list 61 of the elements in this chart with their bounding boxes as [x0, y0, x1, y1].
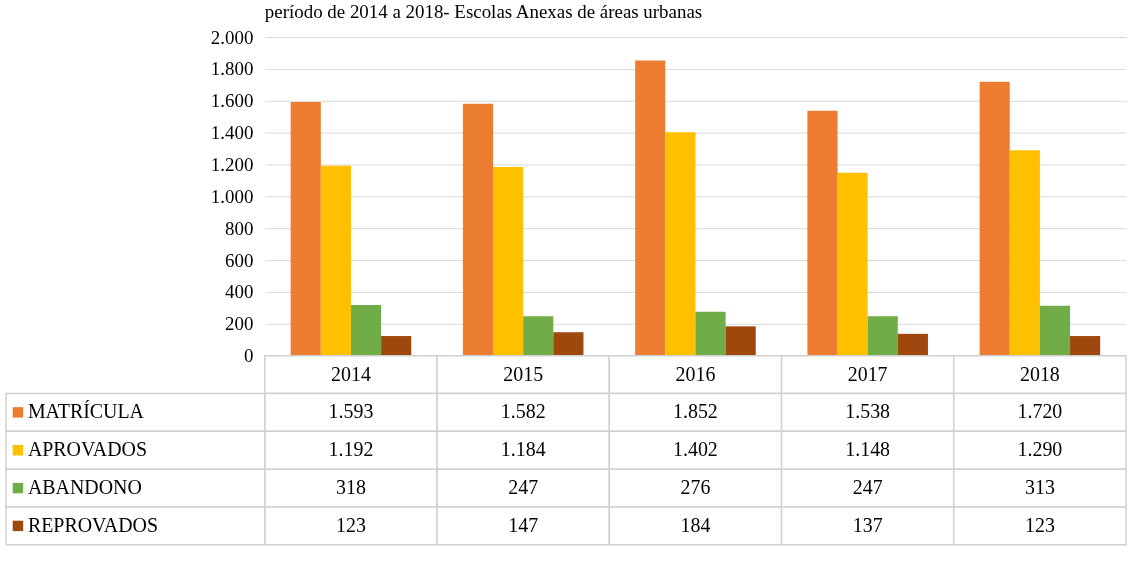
data-label: 318: [336, 476, 366, 499]
bar: [1039, 305, 1071, 356]
data-label: 1.290: [1017, 438, 1063, 461]
y-tick-label: 1.400: [210, 122, 254, 144]
bar: [867, 316, 898, 356]
data-label: 123: [336, 513, 366, 536]
y-tick-label: 1.000: [210, 185, 254, 207]
y-tick-label: 0: [243, 345, 254, 367]
y-tick-label: 1.800: [210, 58, 254, 80]
legend-label: MATRÍCULA: [27, 400, 145, 423]
bar: [553, 332, 584, 356]
data-label: 123: [1024, 513, 1055, 536]
y-tick-label: 400: [225, 281, 254, 303]
x-tick-label: 2014: [331, 362, 371, 385]
data-label: 313: [1024, 476, 1055, 499]
chart-title: período de 2014 a 2018- Escolas Anexas de áreas urbanas: [264, 1, 703, 23]
y-tick-label: 200: [225, 313, 254, 335]
x-tick-label: 2017: [847, 362, 888, 385]
bar: [290, 101, 321, 356]
data-label: 1.582: [500, 400, 546, 423]
data-label: 1.852: [673, 400, 718, 423]
bar: [523, 316, 554, 356]
bar: [350, 304, 382, 356]
legend-label: ABANDONO: [27, 476, 142, 499]
data-label: 276: [680, 476, 711, 499]
y-tick-label: 800: [225, 217, 254, 239]
bar: [979, 81, 1010, 356]
bar: [320, 165, 351, 356]
bar: [635, 60, 666, 356]
bar: [1070, 336, 1101, 356]
data-label: 247: [508, 476, 539, 499]
x-tick-label: 2016: [675, 362, 716, 385]
y-tick-label: 1.600: [210, 90, 254, 112]
legend-label: APROVADOS: [27, 438, 147, 461]
bar: [665, 132, 696, 356]
data-label: 1.538: [845, 400, 891, 423]
data-label: 1.593: [328, 400, 374, 423]
data-label: 1.192: [328, 438, 374, 461]
data-label: 184: [680, 513, 711, 536]
bar: [695, 311, 726, 356]
bar: [897, 333, 928, 356]
bar: [725, 326, 756, 356]
data-label: 1.184: [500, 438, 546, 461]
data-label: 1.720: [1017, 400, 1063, 423]
data-label: 1.402: [673, 438, 718, 461]
y-tick-label: 1.200: [210, 153, 254, 175]
x-tick-label: 2018: [1020, 362, 1060, 385]
legend-label: REPROVADOS: [27, 513, 159, 536]
data-label: 147: [508, 513, 539, 536]
bar: [462, 103, 494, 356]
bar: [381, 336, 412, 356]
bar: [807, 110, 838, 356]
bar: [1009, 150, 1040, 356]
y-tick-label: 2.000: [210, 26, 254, 48]
bar: [837, 172, 868, 356]
data-label: 137: [852, 513, 883, 536]
data-label: 247: [852, 476, 883, 499]
bar: [493, 167, 524, 356]
y-tick-label: 600: [225, 249, 254, 271]
x-tick-label: 2015: [503, 362, 544, 385]
data-label: 1.148: [845, 438, 891, 461]
